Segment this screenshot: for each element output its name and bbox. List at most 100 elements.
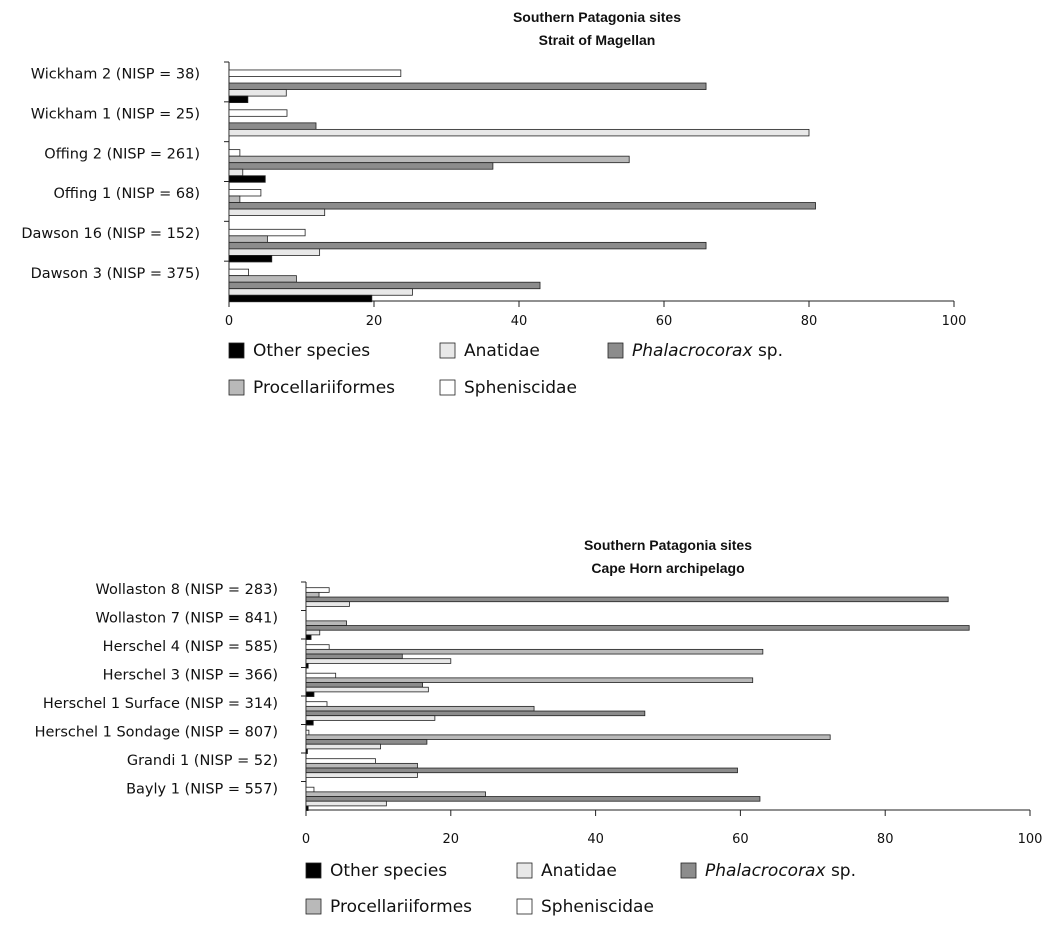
category-label: Wollaston 7 (NISP = 841) [96,610,278,626]
bar-anatidae [305,601,350,607]
x-tick-label: 60 [656,314,673,329]
bar-other-species [228,95,249,104]
bar-procellariiformes [305,648,764,655]
bar-spheniscidae [228,69,402,77]
x-tick-label: 20 [366,314,383,329]
bar-anatidae [305,686,429,693]
chart-title-line: Cape Horn archipelago [591,560,744,576]
category-label: Herschel 1 Surface (NISP = 314) [43,696,278,712]
bar-spheniscidae [228,149,241,157]
legend-label-text: Anatidae [541,861,617,881]
legend-swatch-phalacrocorax [607,342,624,359]
bar-phalacrocorax [305,596,949,603]
bar-spheniscidae [305,758,376,764]
category-label: Wollaston 8 (NISP = 283) [96,582,278,598]
bar-procellariiformes [305,705,535,712]
category-label: Grandi 1 (NISP = 52) [127,753,278,769]
bar-spheniscidae [305,672,337,679]
legend-label-text: Other species [253,341,370,361]
x-tick-label: 0 [302,832,310,847]
bar-spheniscidae [228,189,262,197]
x-tick-label: 40 [587,832,604,847]
x-tick-label: 20 [443,832,460,847]
bar-other-species [228,255,273,263]
bar-phalacrocorax [228,202,816,210]
bar-procellariiformes [305,791,486,797]
chart-title-line: Strait of Magellan [539,32,656,48]
category-label: Dawson 3 (NISP = 375) [31,266,200,282]
bar-spheniscidae [228,109,288,117]
category-label: Herschel 1 Sondage (NISP = 807) [35,724,278,740]
chart-2: Southern Patagonia sites Cape Horn archip… [35,537,1043,917]
bar-phalacrocorax [228,122,317,130]
legend-label-italic: Phalacrocorax [705,861,826,881]
legend-label-italic: Phalacrocorax [632,341,753,361]
category-label: Dawson 16 (NISP = 152) [21,226,200,242]
bar-procellariiformes [305,620,347,626]
bar-other-species [305,719,314,726]
category-label: Bayly 1 (NISP = 557) [126,781,278,797]
legend-swatch-phalacrocorax [680,862,697,879]
bar-anatidae [305,715,436,721]
legend-label-text: Procellariiformes [253,378,395,398]
legend-label: Phalacrocorax sp. [705,861,856,881]
bar-other-species [228,175,266,183]
bar-procellariiformes [305,591,320,598]
bar-spheniscidae [228,228,306,237]
bar-procellariiformes [228,275,297,283]
category-label: Herschel 3 (NISP = 366) [103,667,278,683]
legend-swatch-other-species [305,862,322,879]
bar-phalacrocorax [305,796,761,802]
category-label: Offing 2 (NISP = 261) [44,146,200,162]
legend-label: Spheniscidae [464,378,577,398]
legend-label-text: Spheniscidae [464,378,577,398]
bar-procellariiformes [228,235,268,243]
bar-procellariiformes [305,677,754,683]
legend-swatch-anatidae [439,342,456,359]
bar-anatidae [305,629,321,636]
legend-label: Other species [253,341,370,361]
legend-label: Other species [330,861,447,881]
bar-spheniscidae [228,268,249,277]
chart-title-line: Southern Patagonia sites [584,537,752,553]
legend-swatch-anatidae [516,862,533,879]
bar-procellariiformes [228,195,241,203]
bar-other-species [305,662,309,669]
bar-anatidae [228,128,810,137]
category-label: Wickham 1 (NISP = 25) [31,107,200,123]
x-tick-label: 0 [225,314,233,329]
x-tick-label: 60 [732,832,749,847]
bar-anatidae [305,658,452,664]
bar-phalacrocorax [305,653,403,660]
legend-label-text: Anatidae [464,341,540,361]
legend-swatch-other-species [228,342,245,359]
bar-phalacrocorax [228,82,707,90]
bar-procellariiformes [305,734,831,740]
legend-label-text: sp. [826,861,856,881]
legend-swatch-spheniscidae [439,379,456,396]
bar-spheniscidae [305,786,315,793]
legend-swatch-spheniscidae [516,898,533,915]
category-label: Wickham 2 (NISP = 38) [31,67,200,83]
bar-phalacrocorax [305,682,423,688]
legend-label-text: sp. [753,341,783,361]
legend-label: Anatidae [541,861,617,881]
bar-phalacrocorax [228,162,494,170]
chart-1: Southern Patagonia sites Strait of Magell… [21,9,966,398]
x-tick-label: 80 [877,832,894,847]
x-tick-label: 40 [511,314,528,329]
bar-spheniscidae [305,587,330,593]
bar-anatidae [305,743,381,750]
legend-label-text: Procellariiformes [330,897,472,917]
legend-label: Spheniscidae [541,897,654,917]
legend-label: Procellariiformes [330,897,472,917]
bar-anatidae [305,800,387,807]
bar-other-species [305,691,315,697]
bar-anatidae [228,89,287,97]
category-label: Offing 1 (NISP = 68) [54,186,200,202]
chart-title-line: Southern Patagonia sites [513,9,681,25]
bar-procellariiformes [228,155,630,164]
bar-spheniscidae [305,701,328,707]
bar-phalacrocorax [305,625,970,631]
